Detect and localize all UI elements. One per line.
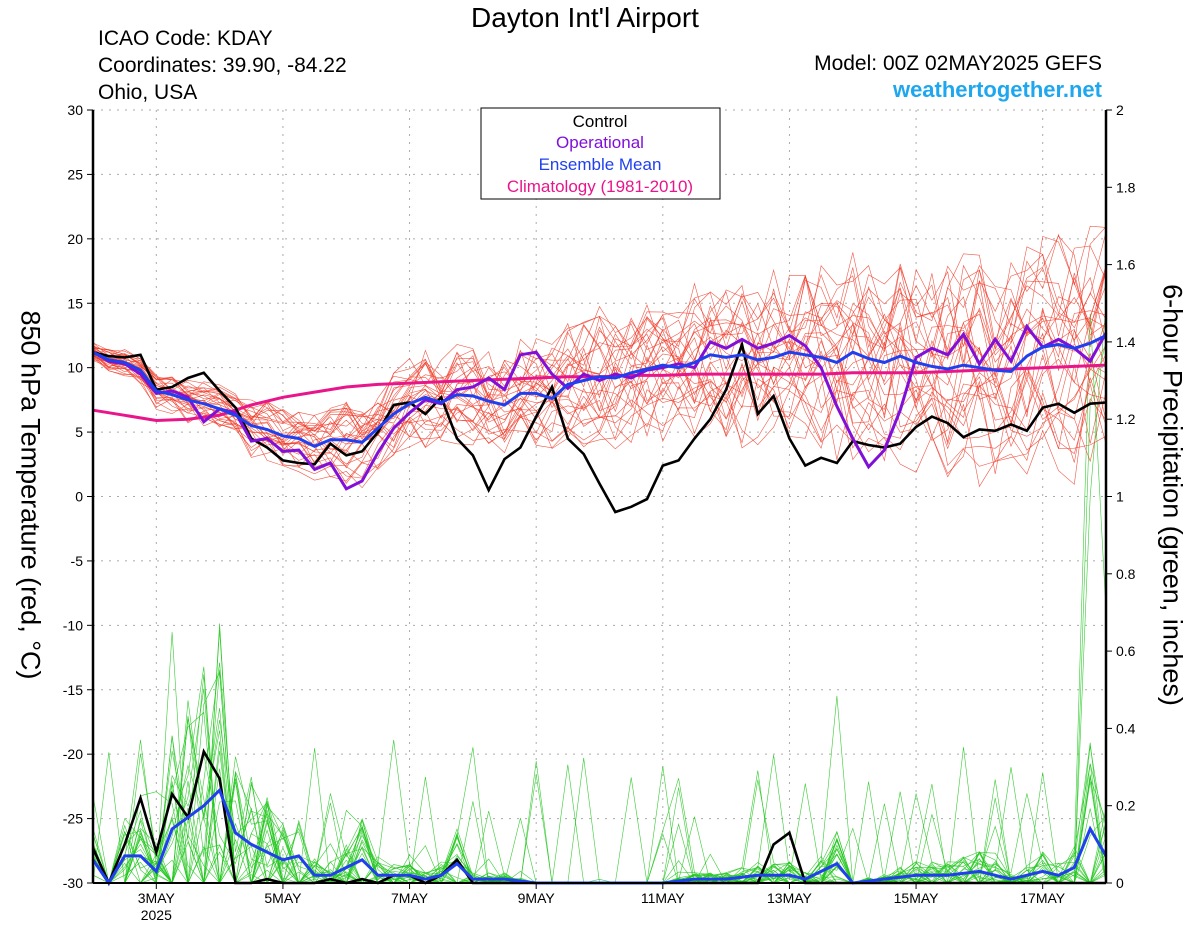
- grid: [93, 109, 1106, 884]
- y2-tick-label: 1.6: [1116, 257, 1136, 273]
- temp-member-line: [92, 253, 1107, 446]
- precip-member-line: [92, 707, 1107, 884]
- y-tick-label: -5: [71, 553, 84, 569]
- legend: Control Operational Ensemble Mean Climat…: [480, 107, 721, 200]
- precip-member-line: [92, 716, 1107, 884]
- x-tick-label: 3MAY: [138, 890, 176, 906]
- x-tick-sublabel: 2025: [141, 907, 172, 923]
- x-tick-label: 7MAY: [391, 890, 429, 906]
- y-tick-label: 20: [67, 231, 83, 247]
- tick-labels: 302520151050-5-10-15-20-25-3021.81.61.41…: [63, 102, 1136, 923]
- legend-climatology: Climatology (1981-2010): [507, 177, 693, 196]
- temp-member-line: [92, 349, 1107, 475]
- y2-tick-label: 0.4: [1116, 720, 1136, 736]
- region: Ohio, USA: [98, 81, 198, 104]
- icao-code: ICAO Code: KDAY: [98, 27, 273, 50]
- y2-tick-label: 0: [1116, 875, 1124, 891]
- y2-tick-label: 1.2: [1116, 411, 1136, 427]
- x-tick-label: 9MAY: [518, 890, 556, 906]
- y-tick-label: 15: [67, 295, 83, 311]
- model-run: Model: 00Z 02MAY2025 GEFS: [814, 52, 1102, 75]
- y2-tick-label: 1: [1116, 489, 1124, 505]
- temp-member-line: [92, 235, 1107, 432]
- temp-member-line: [92, 356, 1107, 479]
- operational-temp-line: [92, 323, 1108, 491]
- temp-member-line: [92, 245, 1107, 436]
- page-title: Dayton Int'l Airport: [471, 2, 699, 33]
- y2-tick-label: 0.6: [1116, 643, 1136, 659]
- y-tick-label: 10: [67, 360, 83, 376]
- precip-member-line: [93, 700, 1107, 884]
- legend-ensemble-mean: Ensemble Mean: [539, 155, 662, 174]
- y-tick-label: 25: [67, 166, 83, 182]
- coordinates: Coordinates: 39.90, -84.22: [98, 54, 347, 77]
- axes: [91, 110, 1108, 884]
- ensemble-mean-precip-line: [91, 787, 1108, 886]
- temp-member-line: [92, 231, 1107, 434]
- y2-tick-label: 0.8: [1116, 566, 1136, 582]
- precip-member-line: [92, 629, 1107, 884]
- precip-member-line: [93, 632, 1107, 884]
- y2-tick-label: 1.4: [1116, 334, 1136, 350]
- temp-member-line: [92, 319, 1107, 451]
- y2-tick-label: 2: [1116, 102, 1124, 118]
- x-tick-label: 13MAY: [767, 890, 813, 906]
- y-tick-label: 5: [75, 424, 83, 440]
- y-tick-label: -15: [63, 682, 83, 698]
- temp-members: [92, 225, 1107, 489]
- y-tick-label: -30: [63, 875, 83, 891]
- temp-member-line: [92, 355, 1107, 482]
- legend-control: Control: [573, 112, 628, 131]
- temp-member-line: [92, 310, 1107, 463]
- site-link[interactable]: weathertogether.net: [892, 77, 1102, 102]
- temp-member-line: [92, 225, 1107, 432]
- x-tick-label: 11MAY: [641, 890, 685, 906]
- temp-member-line: [92, 330, 1107, 457]
- x-tick-label: 15MAY: [894, 890, 940, 906]
- precip-member-line: [92, 674, 1107, 884]
- y-tick-label: 30: [67, 102, 83, 118]
- y-tick-label: -25: [63, 811, 83, 827]
- temp-member-line: [92, 342, 1107, 468]
- temp-member-line: [92, 268, 1107, 452]
- x-tick-label: 17MAY: [1020, 890, 1066, 906]
- y-tick-label: 0: [75, 489, 83, 505]
- legend-operational: Operational: [556, 133, 644, 152]
- y-tick-label: -20: [63, 746, 83, 762]
- control-temp-line: [92, 339, 1107, 514]
- legend-box: [480, 107, 721, 200]
- ensemble-mean-temp-line: [92, 334, 1107, 448]
- y-tick-label: -10: [63, 617, 83, 633]
- precip-member-line: [93, 718, 1107, 885]
- temp-member-line: [92, 235, 1107, 434]
- precip-member-line: [93, 735, 1107, 884]
- x-tick-label: 5MAY: [264, 890, 302, 906]
- y2-tick-label: 1.8: [1116, 179, 1136, 195]
- y2-tick-label: 0.2: [1116, 798, 1136, 814]
